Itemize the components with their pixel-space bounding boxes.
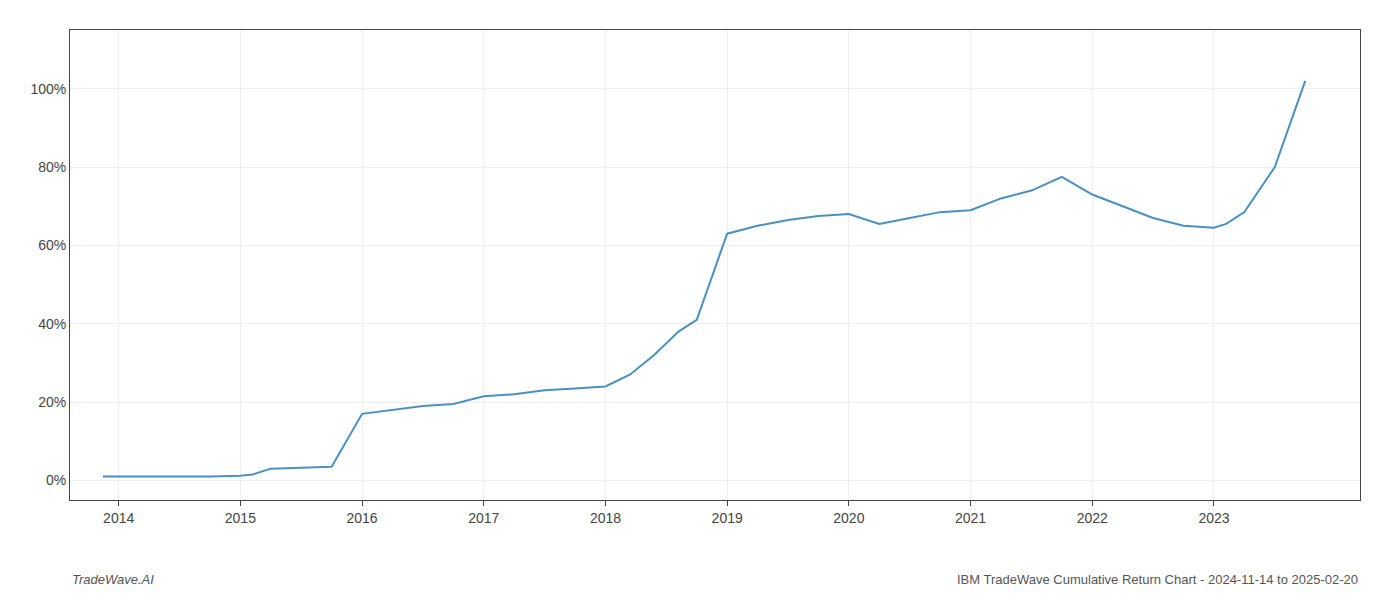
svg-text:80%: 80%: [38, 159, 66, 175]
svg-text:40%: 40%: [38, 316, 66, 332]
svg-text:20%: 20%: [38, 394, 66, 410]
svg-text:2018: 2018: [590, 510, 621, 526]
svg-text:2020: 2020: [833, 510, 864, 526]
svg-text:IBM TradeWave Cumulative Retur: IBM TradeWave Cumulative Return Chart - …: [957, 572, 1358, 587]
svg-text:2021: 2021: [955, 510, 986, 526]
svg-text:2015: 2015: [225, 510, 256, 526]
svg-text:100%: 100%: [30, 81, 66, 97]
svg-text:2014: 2014: [103, 510, 134, 526]
svg-text:2022: 2022: [1077, 510, 1108, 526]
svg-text:TradeWave.AI: TradeWave.AI: [72, 572, 154, 587]
svg-text:0%: 0%: [46, 472, 66, 488]
svg-text:2017: 2017: [468, 510, 499, 526]
svg-text:2023: 2023: [1198, 510, 1229, 526]
svg-text:60%: 60%: [38, 237, 66, 253]
svg-text:2016: 2016: [347, 510, 378, 526]
svg-text:2019: 2019: [712, 510, 743, 526]
